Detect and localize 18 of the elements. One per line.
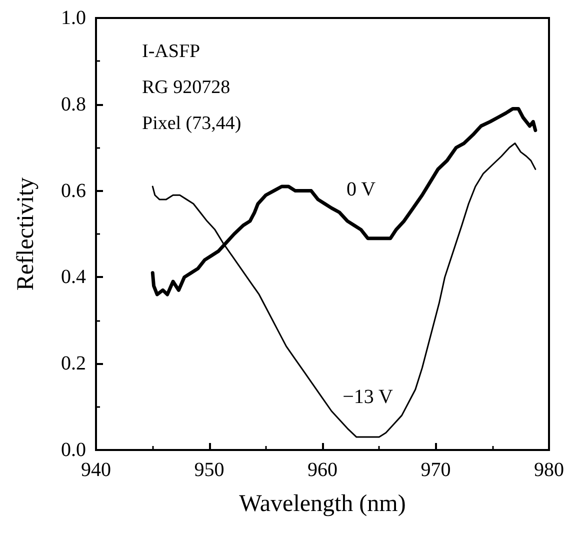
annotation: I-ASFP xyxy=(142,41,200,62)
x-tick-label: 960 xyxy=(308,459,338,481)
series-label: 0 V xyxy=(346,178,376,201)
x-axis-title: Wavelength (nm) xyxy=(239,491,406,517)
y-tick-label: 0.0 xyxy=(61,439,86,461)
y-tick-label: 0.2 xyxy=(61,352,86,375)
x-tick-label: 980 xyxy=(534,459,564,481)
y-axis-title: Reflectivity xyxy=(13,177,39,291)
y-tick-label: 0.8 xyxy=(61,93,86,116)
y-tick-label: 0.6 xyxy=(61,180,86,202)
annotation: Pixel (73,44) xyxy=(142,113,242,134)
y-tick-label: 1.0 xyxy=(61,7,86,29)
y-tick-label: 0.4 xyxy=(61,266,86,288)
x-tick-label: 950 xyxy=(194,459,224,481)
x-tick-label: 970 xyxy=(420,459,451,481)
x-tick-label: 940 xyxy=(81,459,111,481)
series-label: −13 V xyxy=(342,386,394,408)
annotation: RG 920728 xyxy=(142,77,230,98)
